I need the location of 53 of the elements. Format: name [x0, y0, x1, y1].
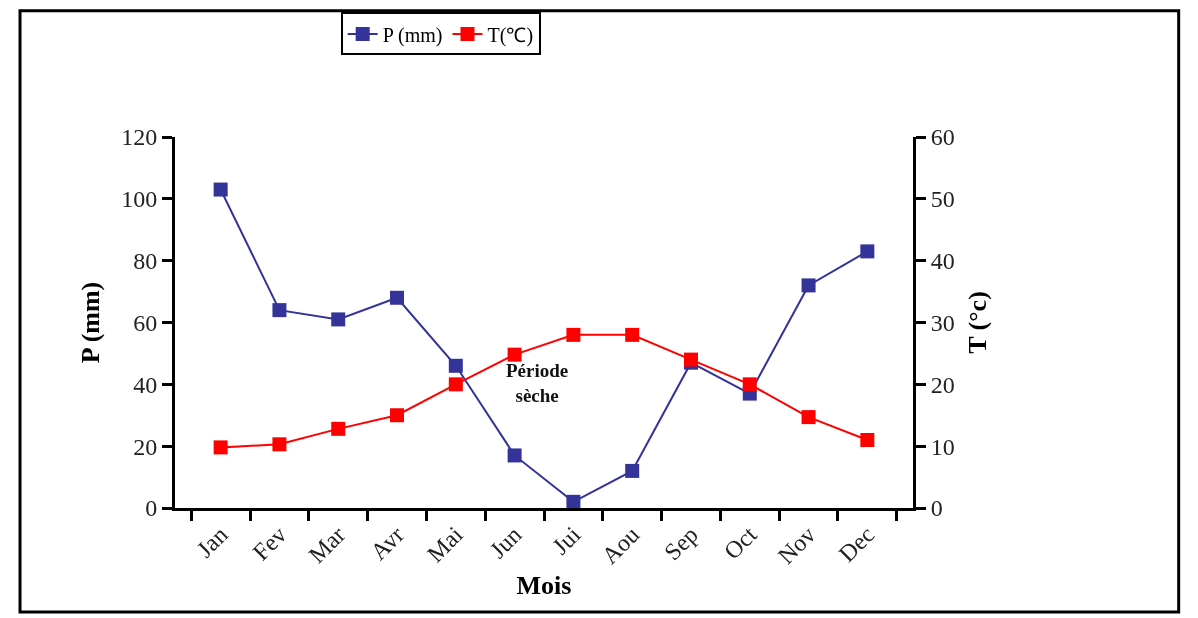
point	[742, 377, 757, 392]
point	[566, 327, 581, 342]
point	[625, 327, 640, 342]
y2-tick-label: 30	[930, 309, 955, 336]
x-tick-label: Mai	[422, 521, 469, 568]
point	[625, 463, 640, 478]
y-tick-label: 100	[121, 186, 158, 213]
x-tick-label: Fev	[247, 521, 292, 566]
y-tick-label: 120	[121, 124, 158, 151]
x-tick-label: Aou	[596, 521, 645, 570]
y-tick-label: 80	[133, 248, 158, 275]
point	[272, 303, 287, 318]
y2-axis-title: T (°c)	[963, 291, 993, 354]
y2-tick-label: 40	[930, 248, 955, 275]
y-tick-label: 40	[133, 371, 158, 398]
y2-tick-label: 0	[930, 495, 943, 522]
y2-tick-label: 20	[930, 371, 955, 398]
point	[390, 290, 405, 305]
y-tick-label: 0	[145, 495, 158, 522]
point	[860, 244, 875, 259]
x-tick-label: Jan	[191, 521, 233, 563]
y-tick-label: 60	[133, 309, 158, 336]
point	[390, 408, 405, 423]
x-tick-label: Mar	[303, 521, 351, 569]
y2-tick-label: 60	[930, 124, 955, 151]
point	[507, 448, 522, 463]
legend-label: P (mm)	[382, 23, 443, 47]
point	[272, 437, 287, 452]
point	[566, 494, 581, 508]
x-tick-label: Avr	[365, 521, 410, 565]
x-axis-title: Mois	[516, 570, 572, 600]
point	[331, 421, 346, 436]
y2-tick-label: 50	[930, 186, 955, 213]
legend-label: T(℃)	[487, 23, 534, 47]
y2-tick-label: 10	[930, 433, 955, 460]
x-tick-label: Jui	[547, 521, 586, 560]
x-tick-label: Nov	[772, 521, 821, 570]
point	[801, 410, 816, 425]
annotation: Période sèche	[506, 360, 569, 406]
y-axis-title: P (mm)	[75, 281, 105, 364]
x-tick-label: Sep	[659, 521, 703, 566]
x-tick-label: Dec	[833, 521, 880, 568]
point	[213, 182, 228, 197]
point	[448, 377, 463, 392]
point	[331, 312, 346, 327]
point	[213, 440, 228, 455]
point	[448, 358, 463, 373]
x-tick-label: Oct	[718, 521, 763, 565]
point	[801, 278, 816, 293]
x-tick-label: Jun	[484, 521, 527, 564]
point	[860, 432, 875, 447]
point	[507, 347, 522, 362]
y-tick-label: 20	[133, 433, 158, 460]
